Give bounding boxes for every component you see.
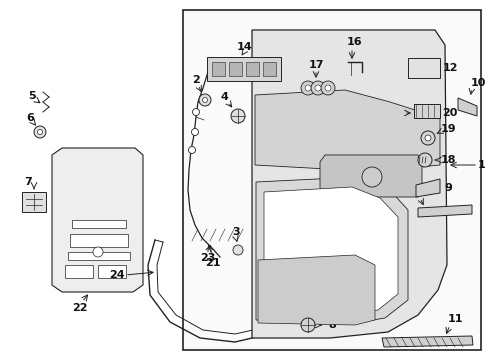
Bar <box>212 62 225 76</box>
Text: 9: 9 <box>444 183 452 193</box>
Polygon shape <box>255 90 440 170</box>
FancyBboxPatch shape <box>414 104 440 118</box>
Circle shape <box>418 153 432 167</box>
Polygon shape <box>252 30 447 338</box>
Circle shape <box>301 81 315 95</box>
Circle shape <box>192 129 198 135</box>
Circle shape <box>421 131 435 145</box>
Text: 13: 13 <box>410 188 426 198</box>
Text: 24: 24 <box>109 270 125 280</box>
Text: 16: 16 <box>347 37 363 47</box>
Text: 7: 7 <box>24 177 32 187</box>
Circle shape <box>362 167 382 187</box>
Circle shape <box>325 85 331 91</box>
Text: 17: 17 <box>308 60 324 70</box>
FancyBboxPatch shape <box>207 57 281 81</box>
Text: 12: 12 <box>442 63 458 73</box>
Polygon shape <box>295 230 367 242</box>
Text: 8: 8 <box>328 320 336 330</box>
Text: 2: 2 <box>192 75 200 85</box>
Text: 23: 23 <box>200 253 216 263</box>
Text: 4: 4 <box>220 92 228 102</box>
Text: 14: 14 <box>236 42 252 52</box>
Circle shape <box>93 247 103 257</box>
Circle shape <box>202 98 207 103</box>
Circle shape <box>301 318 315 332</box>
Text: 15: 15 <box>357 253 373 263</box>
Bar <box>65 265 93 278</box>
Circle shape <box>315 85 321 91</box>
Bar <box>229 62 242 76</box>
Bar <box>263 62 276 76</box>
Circle shape <box>305 85 311 91</box>
Text: 20: 20 <box>442 108 458 118</box>
Text: 11: 11 <box>447 314 463 324</box>
Circle shape <box>193 108 199 116</box>
Text: 21: 21 <box>205 258 221 268</box>
Circle shape <box>231 109 245 123</box>
Circle shape <box>311 81 325 95</box>
Circle shape <box>233 245 243 255</box>
Polygon shape <box>188 228 246 242</box>
Bar <box>68 252 130 260</box>
Bar <box>70 234 128 247</box>
Polygon shape <box>320 155 422 197</box>
Polygon shape <box>382 336 473 347</box>
Text: 5: 5 <box>28 91 36 101</box>
Text: 1: 1 <box>478 160 486 170</box>
Polygon shape <box>258 255 375 325</box>
Polygon shape <box>256 177 408 323</box>
Polygon shape <box>458 98 477 116</box>
Polygon shape <box>416 179 440 197</box>
Circle shape <box>199 94 211 106</box>
Bar <box>22 192 46 212</box>
Text: 18: 18 <box>440 155 456 165</box>
FancyBboxPatch shape <box>260 306 276 318</box>
Bar <box>72 220 126 228</box>
Text: 6: 6 <box>26 113 34 123</box>
Polygon shape <box>264 187 398 314</box>
Polygon shape <box>418 205 472 217</box>
FancyBboxPatch shape <box>408 58 440 78</box>
Bar <box>246 62 259 76</box>
Text: 3: 3 <box>232 227 240 237</box>
FancyBboxPatch shape <box>183 10 481 350</box>
Circle shape <box>321 81 335 95</box>
Text: 19: 19 <box>440 124 456 134</box>
Circle shape <box>425 135 431 141</box>
Text: 22: 22 <box>72 303 88 313</box>
Circle shape <box>38 130 43 135</box>
Text: 10: 10 <box>470 78 486 88</box>
Bar <box>98 265 126 278</box>
Circle shape <box>34 126 46 138</box>
Circle shape <box>189 147 196 153</box>
Polygon shape <box>52 148 143 292</box>
